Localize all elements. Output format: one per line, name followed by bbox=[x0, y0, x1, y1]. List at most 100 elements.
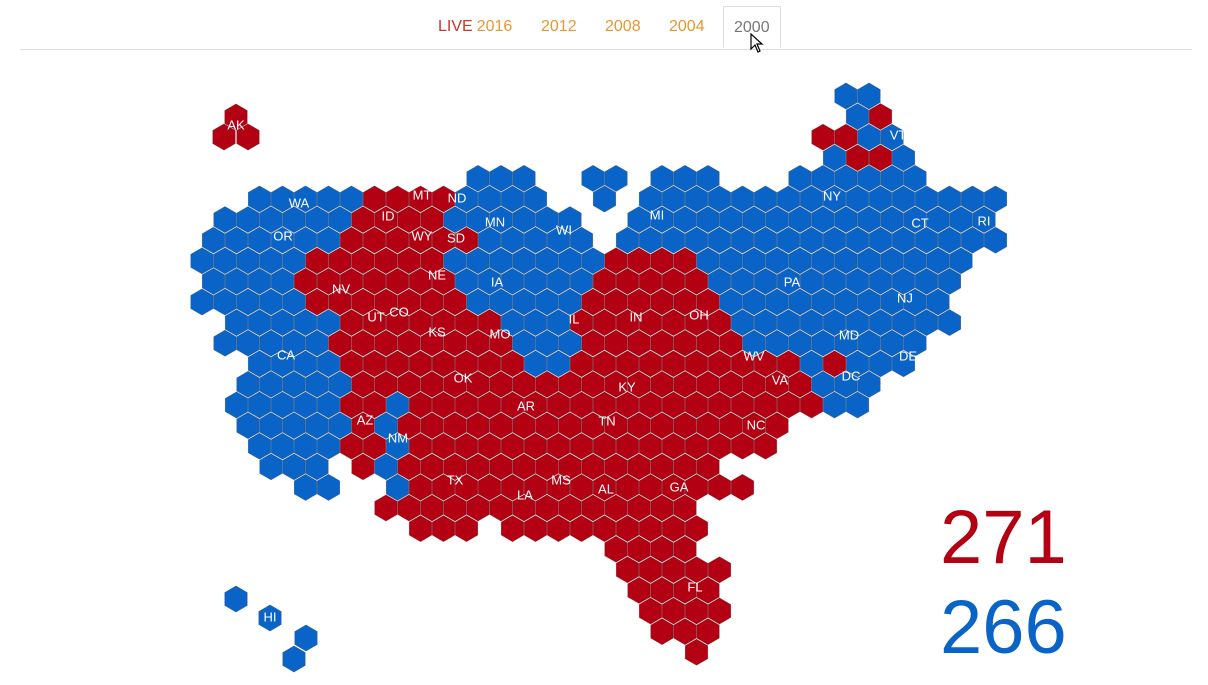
state-hex[interactable] bbox=[190, 247, 214, 275]
state-hex[interactable] bbox=[558, 370, 582, 398]
state-hex[interactable] bbox=[224, 585, 248, 613]
state-hex[interactable] bbox=[270, 309, 295, 337]
state-hex[interactable] bbox=[891, 185, 916, 213]
state-hex[interactable] bbox=[719, 206, 743, 234]
state-hex[interactable] bbox=[489, 329, 513, 357]
state-hex[interactable] bbox=[857, 370, 881, 398]
state-hex[interactable] bbox=[765, 206, 789, 234]
state-hex[interactable] bbox=[673, 535, 697, 563]
state-hex[interactable] bbox=[523, 350, 548, 378]
state-hex[interactable] bbox=[776, 391, 801, 419]
state-hex[interactable] bbox=[673, 412, 697, 440]
state-hex[interactable] bbox=[857, 82, 881, 110]
state-hex[interactable] bbox=[673, 164, 697, 192]
state-hex[interactable] bbox=[880, 206, 904, 234]
state-hex[interactable] bbox=[822, 226, 847, 254]
state-hex[interactable] bbox=[914, 309, 939, 337]
state-hex[interactable] bbox=[650, 370, 674, 398]
state-hex[interactable] bbox=[914, 185, 939, 213]
state-hex[interactable] bbox=[638, 432, 663, 460]
state-hex[interactable] bbox=[903, 288, 927, 316]
state-hex[interactable] bbox=[799, 391, 824, 419]
state-hex[interactable] bbox=[569, 350, 594, 378]
state-hex[interactable] bbox=[742, 288, 766, 316]
state-hex[interactable] bbox=[431, 309, 456, 337]
state-hex[interactable] bbox=[834, 164, 858, 192]
state-hex[interactable] bbox=[845, 309, 870, 337]
state-hex[interactable] bbox=[305, 370, 329, 398]
state-hex[interactable] bbox=[753, 309, 778, 337]
state-hex[interactable] bbox=[236, 288, 260, 316]
state-hex[interactable] bbox=[523, 309, 548, 337]
state-hex[interactable] bbox=[604, 288, 628, 316]
state-hex[interactable] bbox=[408, 515, 433, 543]
state-hex[interactable] bbox=[834, 82, 858, 110]
state-hex[interactable] bbox=[707, 309, 732, 337]
state-hex[interactable] bbox=[707, 267, 732, 295]
state-hex[interactable] bbox=[753, 185, 778, 213]
state-hex[interactable] bbox=[535, 329, 559, 357]
state-hex[interactable] bbox=[730, 432, 755, 460]
state-hex[interactable] bbox=[788, 329, 812, 357]
state-hex[interactable] bbox=[259, 329, 283, 357]
state-hex[interactable] bbox=[834, 123, 858, 151]
state-hex[interactable] bbox=[650, 247, 674, 275]
state-hex[interactable] bbox=[604, 535, 628, 563]
state-hex[interactable] bbox=[581, 247, 605, 275]
state-hex[interactable] bbox=[857, 247, 881, 275]
state-hex[interactable] bbox=[351, 288, 375, 316]
state-hex[interactable] bbox=[661, 309, 686, 337]
state-hex[interactable] bbox=[880, 288, 904, 316]
state-hex[interactable] bbox=[408, 267, 433, 295]
state-hex[interactable] bbox=[374, 370, 398, 398]
state-hex[interactable] bbox=[477, 309, 502, 337]
state-hex[interactable] bbox=[259, 370, 283, 398]
state-hex[interactable] bbox=[443, 288, 467, 316]
state-hex[interactable] bbox=[926, 247, 950, 275]
state-hex[interactable] bbox=[500, 515, 525, 543]
state-hex[interactable] bbox=[466, 206, 490, 234]
state-hex[interactable] bbox=[696, 288, 720, 316]
tab-2012[interactable]: 2012 bbox=[541, 18, 577, 35]
state-hex[interactable] bbox=[213, 288, 237, 316]
state-hex[interactable] bbox=[443, 329, 467, 357]
state-hex[interactable] bbox=[684, 185, 709, 213]
state-hex[interactable] bbox=[845, 226, 870, 254]
state-hex[interactable] bbox=[834, 247, 858, 275]
state-hex[interactable] bbox=[615, 515, 640, 543]
state-hex[interactable] bbox=[615, 556, 640, 584]
state-hex[interactable] bbox=[305, 247, 329, 275]
state-hex[interactable] bbox=[926, 288, 950, 316]
state-hex[interactable] bbox=[684, 309, 709, 337]
state-hex[interactable] bbox=[581, 329, 605, 357]
state-hex[interactable] bbox=[581, 453, 605, 481]
state-hex[interactable] bbox=[236, 412, 260, 440]
state-hex[interactable] bbox=[765, 370, 789, 398]
state-hex[interactable] bbox=[903, 164, 927, 192]
state-hex[interactable] bbox=[213, 247, 237, 275]
state-hex[interactable] bbox=[592, 267, 617, 295]
state-hex[interactable] bbox=[684, 350, 709, 378]
state-hex[interactable] bbox=[512, 453, 536, 481]
state-hex[interactable] bbox=[604, 370, 628, 398]
state-hex[interactable] bbox=[224, 309, 249, 337]
state-hex[interactable] bbox=[661, 515, 686, 543]
state-hex[interactable] bbox=[903, 206, 927, 234]
state-hex[interactable] bbox=[397, 206, 421, 234]
state-hex[interactable] bbox=[236, 370, 260, 398]
state-hex[interactable] bbox=[431, 350, 456, 378]
state-hex[interactable] bbox=[673, 576, 697, 604]
state-hex[interactable] bbox=[328, 206, 352, 234]
state-hex[interactable] bbox=[270, 267, 295, 295]
state-hex[interactable] bbox=[305, 288, 329, 316]
state-hex[interactable] bbox=[627, 370, 651, 398]
state-hex[interactable] bbox=[512, 412, 536, 440]
state-hex[interactable] bbox=[270, 226, 295, 254]
state-hex[interactable] bbox=[408, 391, 433, 419]
state-hex[interactable] bbox=[316, 309, 341, 337]
state-hex[interactable] bbox=[420, 329, 444, 357]
state-hex[interactable] bbox=[477, 185, 502, 213]
state-hex[interactable] bbox=[431, 515, 456, 543]
state-hex[interactable] bbox=[592, 473, 617, 501]
state-hex[interactable] bbox=[661, 556, 686, 584]
